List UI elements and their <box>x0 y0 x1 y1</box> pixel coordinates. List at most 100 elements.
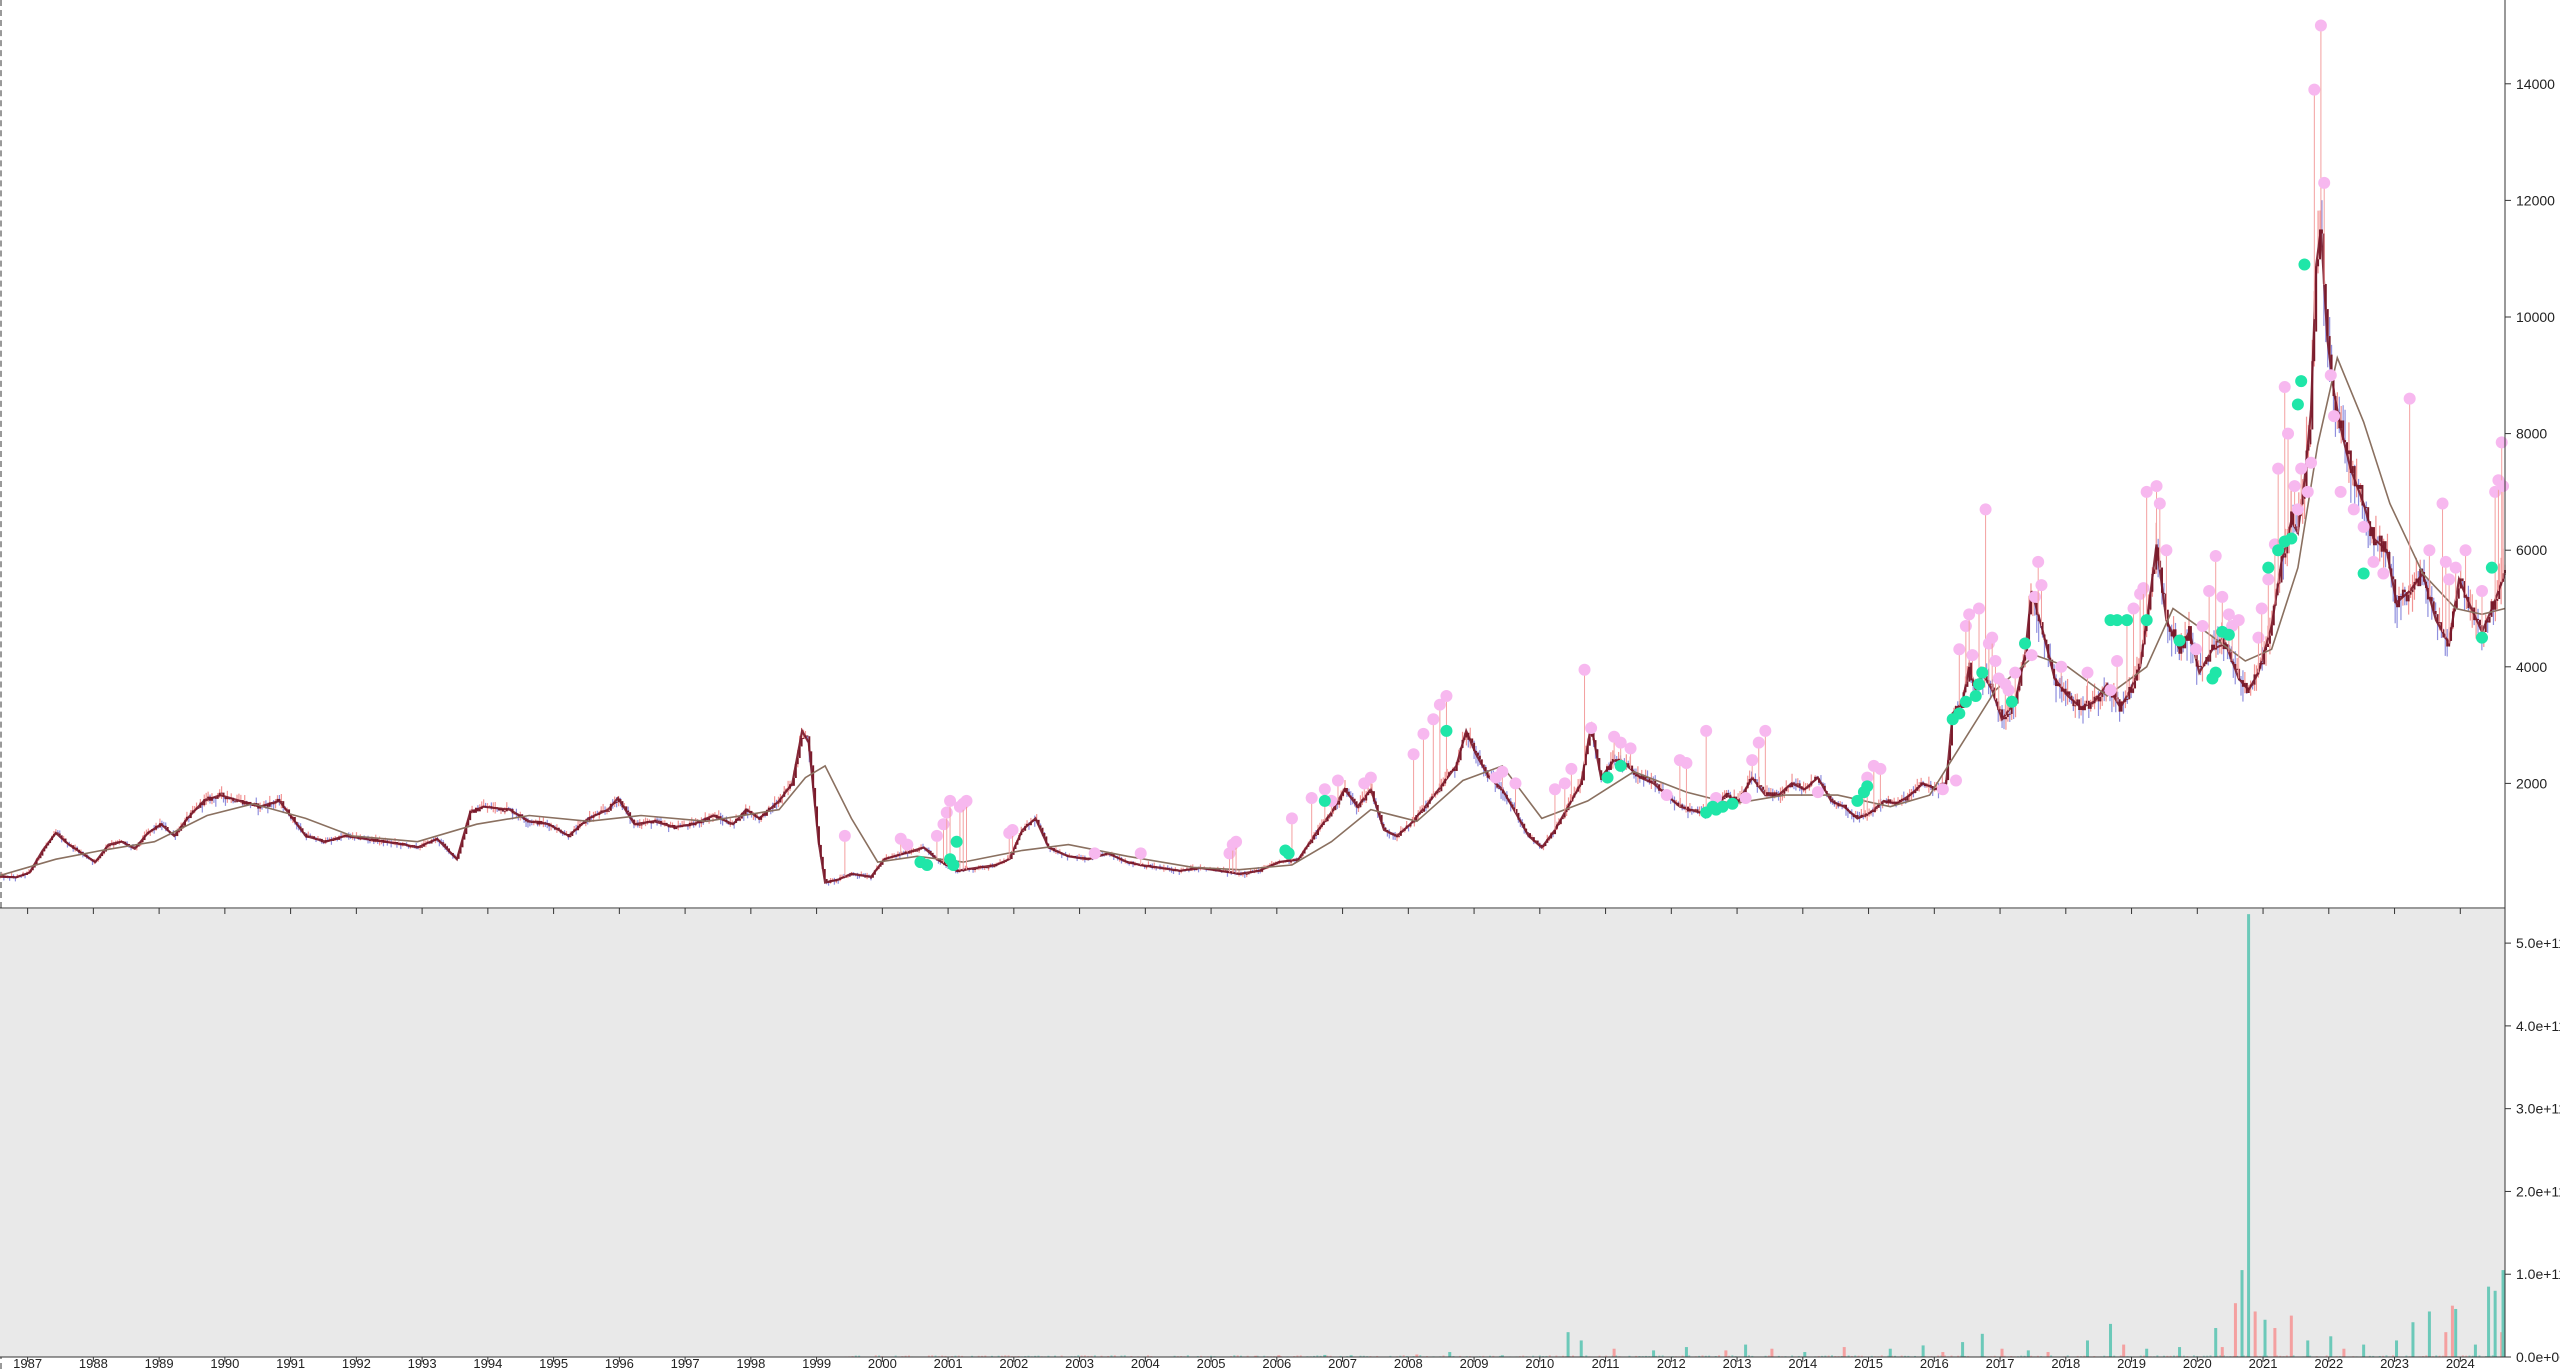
price-y-tick-label: 10000 <box>2516 309 2555 325</box>
candle-body <box>2072 699 2075 707</box>
volume-bar <box>1850 1355 1853 1357</box>
sell-signal-marker <box>2377 567 2390 580</box>
volume-x-tick-label: 2002 <box>999 1356 1028 1369</box>
sell-signal-marker <box>1874 762 1887 775</box>
volume-x-tick-label: 1992 <box>342 1356 371 1369</box>
volume-bar <box>2176 1355 2179 1357</box>
volume-x-tick-label: 2005 <box>1197 1356 1226 1369</box>
candle-body <box>2199 665 2202 667</box>
sell-signal-marker <box>2328 410 2341 423</box>
volume-bar <box>1728 1355 1731 1357</box>
candle-body <box>293 816 296 822</box>
candle-body <box>690 822 693 824</box>
candle-body <box>993 866 996 868</box>
candle-body <box>1648 778 1651 783</box>
candle-body <box>914 850 917 852</box>
buy-signal-marker <box>1716 800 1729 813</box>
candle-body <box>1397 835 1400 837</box>
volume-x-tick-label: 2016 <box>1920 1356 1949 1369</box>
candle-body <box>112 844 115 846</box>
volume-bar <box>2206 1355 2209 1357</box>
volume-x-tick-label: 2009 <box>1460 1356 1489 1369</box>
price-line <box>0 229 2507 884</box>
volume-bar <box>1532 1355 1535 1357</box>
candle-body <box>2317 259 2320 267</box>
sell-signal-marker <box>1509 777 1522 790</box>
volume-x-tick-label: 2012 <box>1657 1356 1686 1369</box>
candle-body <box>1010 854 1013 860</box>
candle-body <box>2001 709 2004 718</box>
volume-bar <box>1698 1355 1701 1357</box>
candle-body <box>39 855 42 859</box>
sell-signal-marker <box>1989 654 2002 667</box>
candle-body <box>719 816 722 819</box>
volume-bar <box>1704 1355 1707 1357</box>
candle-body <box>2082 706 2085 711</box>
sell-signal-marker <box>2104 684 2117 697</box>
candle-body <box>1694 809 1697 811</box>
candle-body <box>1929 784 1932 787</box>
candle-body <box>1781 793 1784 795</box>
volume-bar <box>1718 1355 1721 1357</box>
sell-signal-marker <box>2403 392 2416 405</box>
volume-bar <box>1585 1355 1588 1357</box>
sell-signal-marker <box>1624 742 1637 755</box>
candle-body <box>2345 442 2348 455</box>
sell-signal-marker <box>1427 713 1440 726</box>
sell-signal-marker <box>2459 544 2472 557</box>
candle-body <box>1723 798 1726 800</box>
volume-bar <box>2086 1340 2089 1357</box>
volume-bar <box>1000 1355 1003 1357</box>
sell-signal-marker <box>2334 485 2347 498</box>
sell-signal-marker <box>1759 724 1772 737</box>
volume-bar <box>2156 1355 2159 1357</box>
sell-signal-marker <box>1088 847 1101 860</box>
candle-body <box>929 851 932 853</box>
candle-body <box>1290 861 1293 863</box>
sell-signal-marker <box>1578 663 1591 676</box>
candle-body <box>2097 696 2100 702</box>
candle-body <box>56 832 59 834</box>
volume-bar <box>2441 1355 2444 1357</box>
candle-body <box>800 737 803 747</box>
volume-panel-bg <box>0 909 2505 1357</box>
volume-bar <box>2172 1355 2175 1357</box>
candle-body <box>625 806 628 811</box>
candle-body <box>2353 466 2356 487</box>
volume-bar <box>1419 1355 1422 1357</box>
volume-bar <box>1263 1355 1266 1357</box>
candle-body <box>1792 782 1795 784</box>
candle-body <box>220 792 223 794</box>
sell-signal-marker <box>2291 503 2304 516</box>
sell-signal-marker <box>1285 812 1298 825</box>
volume-bar <box>977 1355 980 1357</box>
sell-signal-marker <box>2002 684 2015 697</box>
volume-bar <box>1900 1355 1903 1357</box>
candle-body <box>226 797 229 800</box>
candle-body <box>1471 738 1474 743</box>
volume-x-tick-label: 2022 <box>2314 1356 2343 1369</box>
candle-body <box>471 809 474 811</box>
volume-bar <box>2202 1355 2205 1357</box>
candle-body <box>1615 759 1618 761</box>
volume-bar <box>2385 1355 2388 1357</box>
volume-bar <box>858 1355 861 1357</box>
volume-bar <box>2493 1290 2497 1357</box>
volume-bar <box>1130 1355 1133 1357</box>
sell-signal-marker <box>1548 783 1561 796</box>
candle-body <box>2211 644 2214 651</box>
candle-body <box>2137 663 2140 670</box>
candle-body <box>1844 804 1847 809</box>
volume-bar <box>1100 1355 1103 1357</box>
candle-body <box>802 737 805 739</box>
buy-signal-marker <box>2209 666 2222 679</box>
candle-body <box>2008 713 2011 715</box>
candle-body <box>792 777 795 786</box>
candle-body <box>2446 638 2449 647</box>
candle-body <box>1453 768 1456 771</box>
price-y-tick-label: 2000 <box>2516 775 2547 791</box>
volume-bar <box>2454 1308 2458 1357</box>
volume-x-tick-label: 2000 <box>868 1356 897 1369</box>
price-y-tick-label: 12000 <box>2516 192 2555 208</box>
